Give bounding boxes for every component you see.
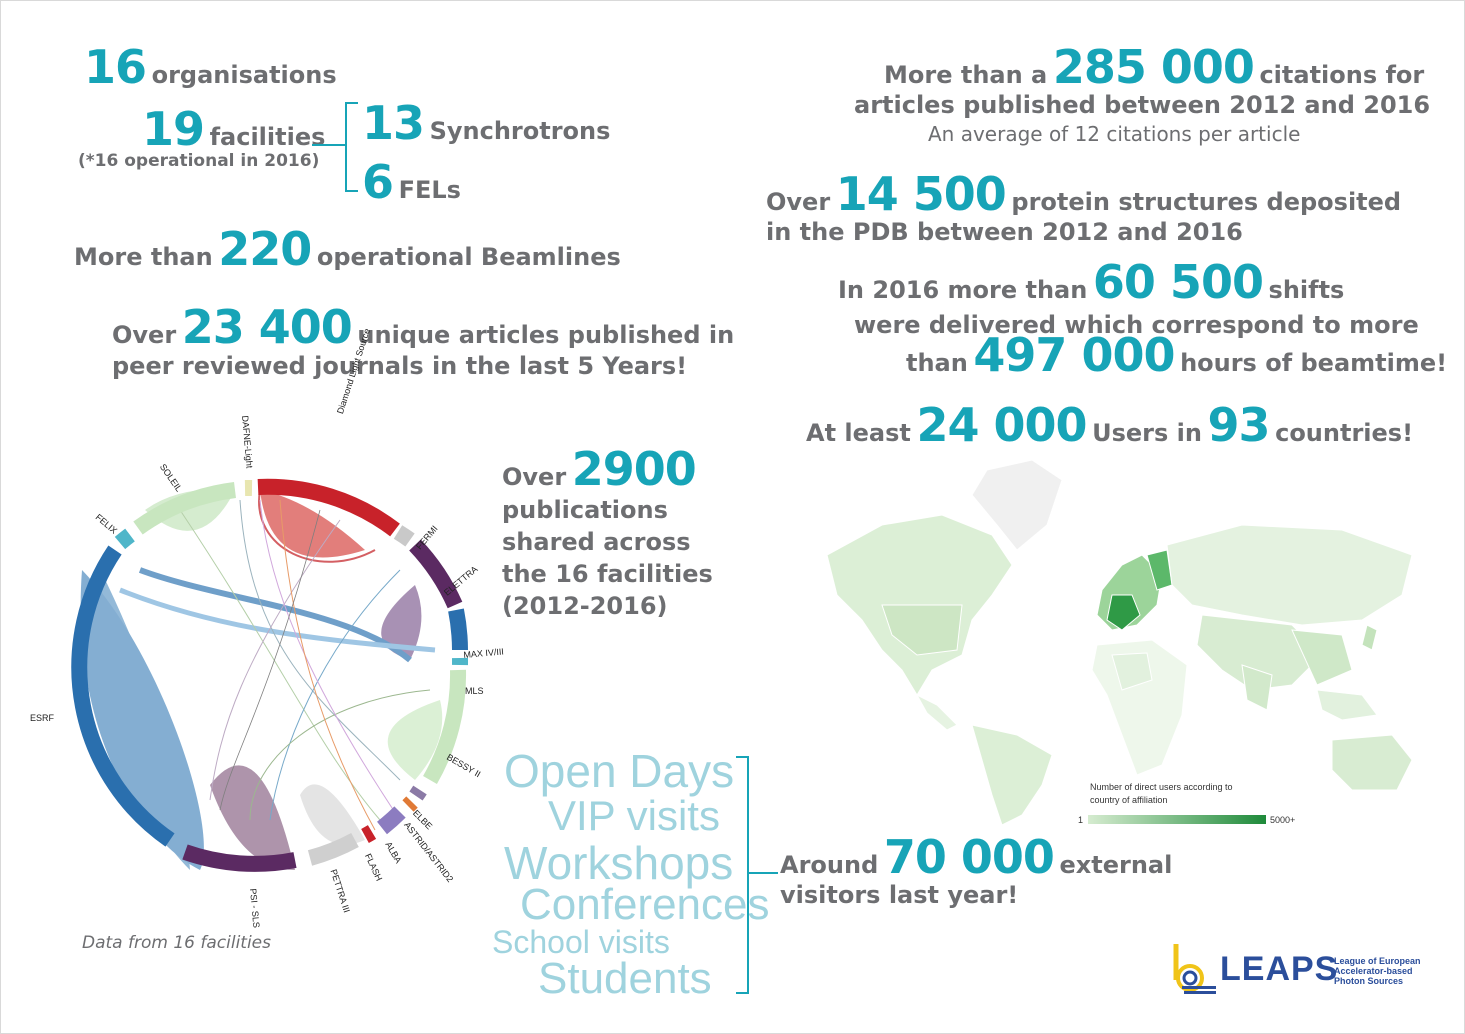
synchrotrons-number: 13 [362,96,425,150]
map-legend-scale [1088,815,1266,824]
map-legend-min: 1 [1078,815,1083,825]
shared-pre: Over [502,463,567,491]
cloud-students: Students [538,954,712,1003]
shifts-line3-post: hours of beamtime! [1180,349,1448,377]
shifts-pre: In 2016 more than [838,276,1088,304]
map-legend-title-2: country of affiliation [1090,795,1167,805]
organisations-label: organisations [151,61,337,89]
shared-stat: Over 2900 [502,442,697,496]
organisations-stat: 16 organisations [84,40,337,94]
fels-number: 6 [362,155,394,209]
shifts-line2: were delivered which correspond to more [854,311,1419,339]
shared-line5: (2012-2016) [502,592,668,620]
users-pre: At least [806,419,911,447]
fels-stat: 6 FELs [362,155,461,209]
articles-pre: Over [112,321,177,349]
beamlines-number: 220 [218,222,312,276]
chord-ribbons [80,489,443,870]
leaps-logo-name: LEAPS [1220,950,1339,988]
shifts-line3-pre: than [906,349,968,377]
protein-post: protein structures deposited [1011,188,1402,216]
synchrotrons-label: Synchrotrons [429,117,611,145]
leaps-subtitle-line3: Photon Sources [1334,976,1404,986]
map-legend-title-1: Number of direct users according to [1090,782,1233,792]
shared-line2: publications [502,496,668,524]
articles-number: 23 400 [181,300,353,354]
citations-line3: An average of 12 citations per article [928,122,1301,146]
users-number: 24 000 [916,398,1087,452]
protein-pre: Over [766,188,831,216]
shared-line3: shared across [502,528,691,556]
chord-label-esrf: ESRF [30,713,55,723]
leaps-logo-mark [1173,944,1216,994]
fels-label: FELs [398,176,461,204]
facilities-bracket [312,102,358,192]
map-legend-max: 5000+ [1270,815,1295,825]
chord-caption: Data from 16 facilities [82,933,271,953]
organisations-number: 16 [84,40,147,94]
facilities-label: facilities [209,123,326,151]
facilities-number: 19 [142,102,205,156]
shared-number: 2900 [571,442,697,496]
facilities-stat: 19 facilities [142,102,325,156]
synchrotrons-stat: 13 Synchrotrons [362,96,610,150]
visitors-line2: visitors last year! [780,881,1019,909]
visitors-pre: Around [780,851,879,879]
world-map: Number of direct users according to coun… [826,459,1413,825]
shifts-line3: than 497 000 hours of beamtime! [906,328,1447,382]
hours-number: 497 000 [973,328,1175,382]
shared-line4: the 16 facilities [502,560,713,588]
articles-post: unique articles published in [357,321,735,349]
users-post: countries! [1275,419,1414,447]
cloud-open-days: Open Days [504,745,735,797]
countries-number: 93 [1207,398,1271,452]
cloud-bracket [736,756,778,994]
leaps-subtitle-line1: League of European [1334,956,1421,966]
citations-number: 285 000 [1052,40,1255,94]
visitors-number: 70 000 [883,830,1055,884]
cloud-workshops: Workshops [504,837,734,889]
protein-stat: Over 14 500 protein structures deposited [766,167,1401,221]
protein-number: 14 500 [835,167,1007,221]
users-mid: Users in [1092,419,1202,447]
cloud-conferences: Conferences [520,880,770,929]
map-landmasses [826,459,1413,825]
beamlines-post: operational Beamlines [316,243,621,271]
citations-pre: More than a [884,61,1048,89]
shifts-stat: In 2016 more than 60 500 shifts [838,255,1344,309]
protein-line2: in the PDB between 2012 and 2016 [766,218,1243,246]
leaps-logo: LEAPS League of European Accelerator-bas… [1170,942,1430,1002]
visitors-post: external [1059,851,1173,879]
chord-diagram [71,478,469,872]
articles-line2: peer reviewed journals in the last 5 Yea… [112,352,688,380]
leaps-logo-subtitle: League of European Accelerator-based Pho… [1334,956,1421,986]
citations-line2: articles published between 2012 and 2016 [854,91,1431,119]
leaps-subtitle-line2: Accelerator-based [1334,966,1413,976]
cloud-vip-visits: VIP visits [548,792,720,839]
visitors-stat: Around 70 000 external [780,830,1172,884]
beamlines-pre: More than [74,243,213,271]
shifts-number: 60 500 [1092,255,1264,309]
shifts-post: shifts [1268,276,1345,304]
beamlines-stat: More than 220 operational Beamlines [74,222,621,276]
facilities-note: (*16 operational in 2016) [78,151,320,171]
citations-post: citations for [1259,61,1425,89]
chord-label-mls: MLS [465,686,484,696]
citations-stat: More than a 285 000 citations for [884,40,1424,94]
users-stat: At least 24 000 Users in 93 countries! [806,398,1413,452]
shared-text: publications shared across the 16 facili… [502,494,713,622]
chord-arcs [71,478,469,872]
cloud-school-visits: School visits [492,924,670,960]
articles-stat: Over 23 400 unique articles published in [112,300,734,354]
